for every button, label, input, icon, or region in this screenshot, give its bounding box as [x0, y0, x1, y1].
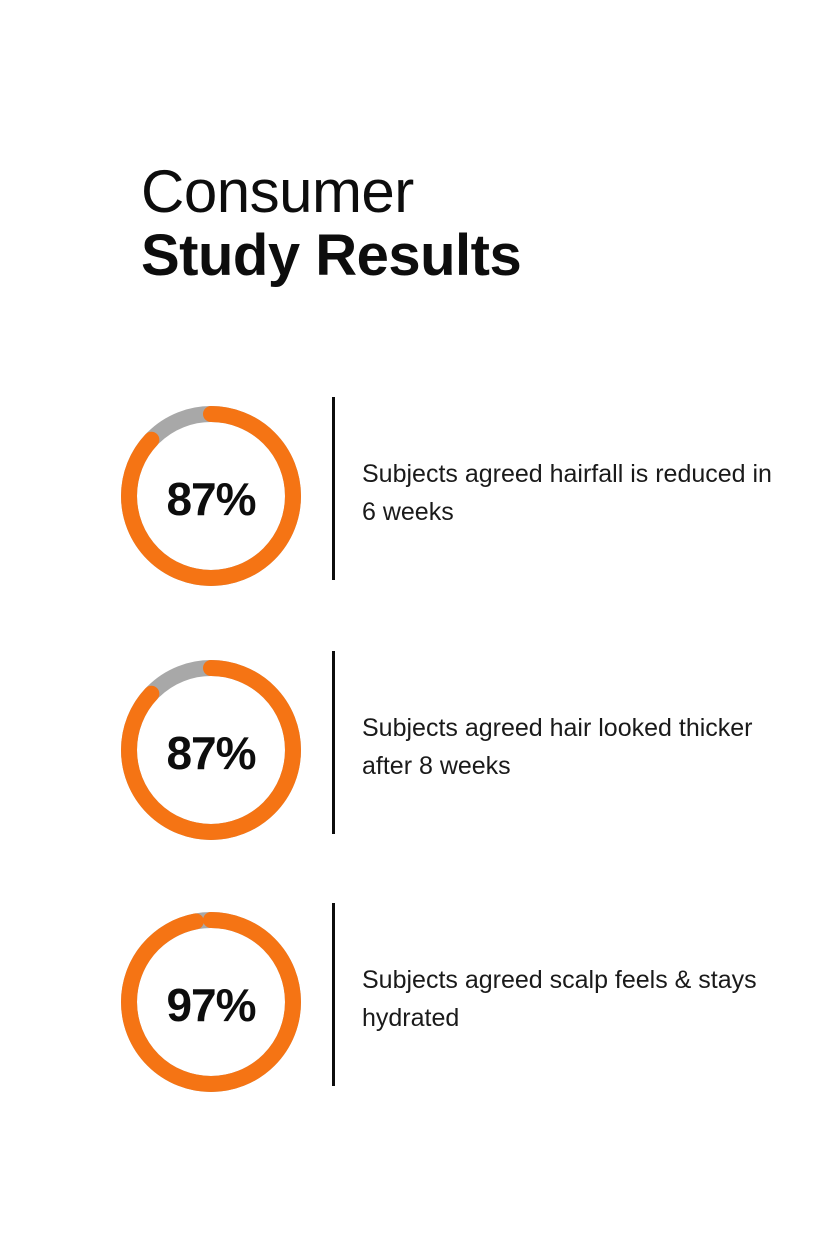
title-line-study-results: Study Results [141, 223, 522, 288]
progress-ring-graphic [121, 660, 301, 840]
progress-ring: 87% [118, 403, 304, 589]
vertical-divider [332, 903, 335, 1086]
progress-ring-graphic [121, 406, 301, 586]
progress-ring: 97% [118, 909, 304, 1095]
stat-item-hydration: 97% Subjects agreed scalp feels & stays … [118, 903, 798, 1092]
stat-description: Subjects agreed hairfall is reduced in 6… [362, 460, 772, 526]
stat-description: Subjects agreed hair looked thicker afte… [362, 714, 753, 780]
ring-fill [121, 912, 301, 1092]
title-line-consumer: Consumer [141, 158, 414, 225]
page-title: Consumer Study Results [141, 158, 522, 288]
stat-percentage: 97% [166, 979, 256, 1031]
vertical-divider [332, 397, 335, 580]
progress-ring-graphic [121, 912, 301, 1092]
vertical-divider [332, 651, 335, 834]
stat-item-thickness: 87% Subjects agreed hair looked thicker … [118, 651, 798, 840]
stat-percentage: 87% [166, 473, 256, 525]
ring-fill [121, 406, 301, 586]
stat-percentage: 87% [166, 727, 256, 779]
ring-fill [121, 660, 301, 840]
stat-description: Subjects agreed scalp feels & stays hydr… [362, 966, 757, 1032]
stat-item-hairfall: 87% Subjects agreed hairfall is reduced … [118, 397, 798, 586]
progress-ring: 87% [118, 657, 304, 843]
